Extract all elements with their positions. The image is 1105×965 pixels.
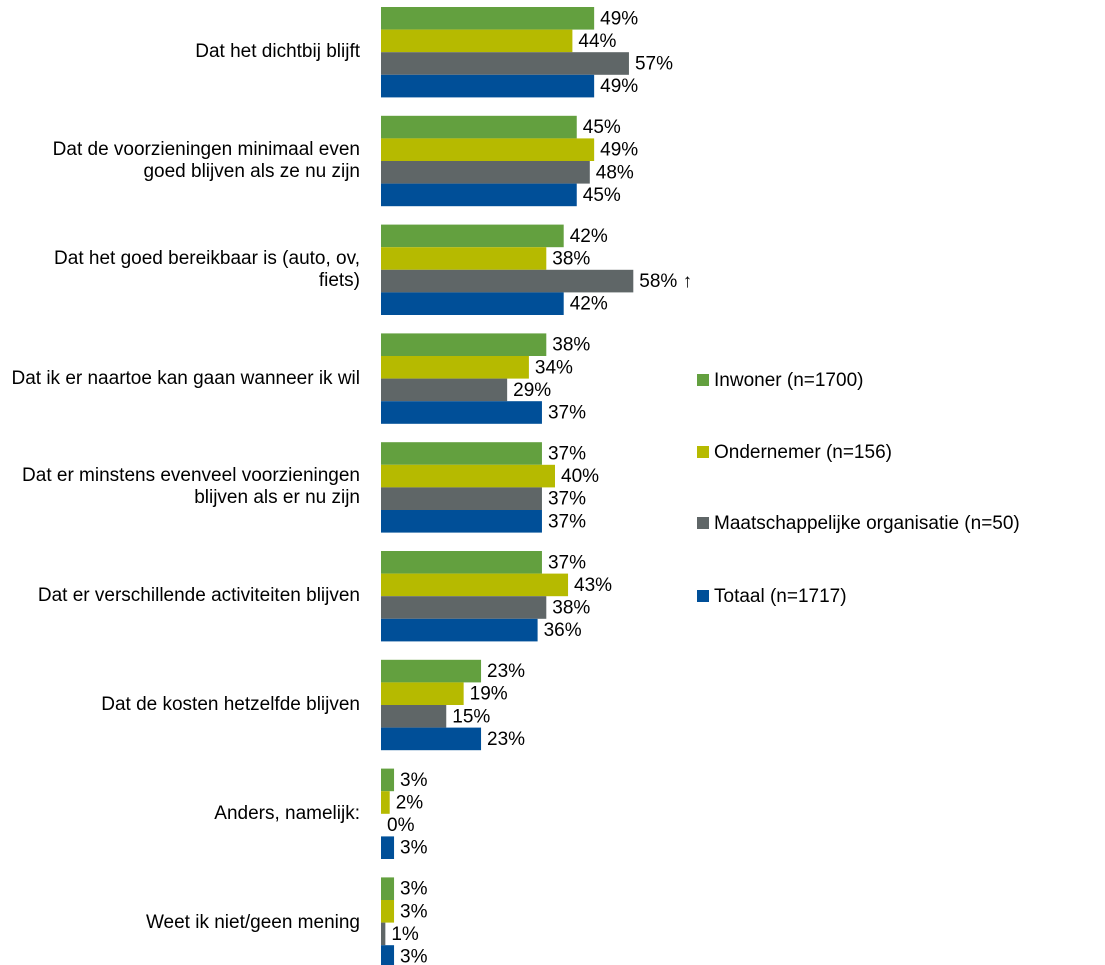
value-label: 49% xyxy=(600,140,638,161)
category-label: Dat het dichtbij blijft xyxy=(195,41,360,63)
legend-label: Totaal (n=1717) xyxy=(714,586,847,607)
bar xyxy=(381,659,482,683)
bar xyxy=(381,401,542,424)
value-label: 49% xyxy=(600,76,638,97)
value-label: 58% ↑ xyxy=(639,271,692,292)
value-label: 37% xyxy=(548,511,586,532)
bar xyxy=(381,487,542,510)
value-label: 36% xyxy=(544,620,582,641)
bar xyxy=(381,224,564,248)
bar xyxy=(381,333,547,356)
bar xyxy=(381,618,538,642)
legend-swatch xyxy=(697,517,709,529)
value-label: 37% xyxy=(548,444,586,465)
value-label: 29% xyxy=(513,380,551,401)
bar xyxy=(381,7,595,30)
bar xyxy=(381,922,386,946)
bar xyxy=(381,705,447,728)
value-label: 3% xyxy=(400,879,428,900)
bar xyxy=(381,900,395,923)
bar xyxy=(381,442,542,465)
bar xyxy=(381,29,573,53)
bar xyxy=(381,596,547,619)
category-label: Anders, namelijk: xyxy=(214,802,360,824)
bar xyxy=(381,356,529,379)
bar xyxy=(381,510,542,533)
bar xyxy=(381,464,555,488)
value-label: 3% xyxy=(400,770,428,791)
category-label: Dat er verschillende activiteiten blijve… xyxy=(37,585,360,607)
value-label: 42% xyxy=(570,294,608,315)
bar xyxy=(381,74,595,98)
bar xyxy=(381,292,564,315)
legend-swatch xyxy=(697,374,709,386)
value-label: 19% xyxy=(470,684,508,705)
value-label: 3% xyxy=(400,947,428,965)
bar xyxy=(381,573,569,597)
legend-label: Ondernemer (n=156) xyxy=(714,442,892,463)
bar xyxy=(381,269,634,293)
bar xyxy=(381,791,390,814)
value-label: 40% xyxy=(561,466,599,487)
bar xyxy=(381,836,395,859)
value-label: 23% xyxy=(487,729,525,750)
value-label: 38% xyxy=(552,598,590,619)
value-label: 38% xyxy=(552,249,590,270)
category-label: Dat er minstens evenveel voorzieningen b… xyxy=(22,465,360,509)
value-label: 57% xyxy=(635,54,673,75)
value-label: 37% xyxy=(548,552,586,573)
legend-label: Inwoner (n=1700) xyxy=(714,370,863,391)
category-label: Dat het goed bereikbaar is (auto, ov, fi… xyxy=(54,247,360,291)
value-label: 3% xyxy=(400,901,428,922)
value-label: 43% xyxy=(574,575,612,596)
legend-label: Maatschappelijke organisatie (n=50) xyxy=(714,513,1020,534)
value-label: 48% xyxy=(596,162,634,183)
value-label: 15% xyxy=(452,706,490,727)
value-label: 45% xyxy=(583,185,621,206)
bar xyxy=(381,551,542,574)
value-label: 0% xyxy=(387,815,415,836)
bar xyxy=(381,161,590,184)
category-label: Dat de voorzieningen minimaal even goed … xyxy=(52,139,360,182)
legend-swatch xyxy=(697,446,709,458)
bar xyxy=(381,727,482,751)
bar xyxy=(381,768,395,792)
value-label: 42% xyxy=(570,226,608,247)
value-label: 3% xyxy=(400,838,428,859)
bar xyxy=(381,682,464,705)
value-label: 49% xyxy=(600,8,638,29)
legend-swatch xyxy=(697,590,709,602)
bar xyxy=(381,138,595,161)
bar xyxy=(381,877,395,900)
bar xyxy=(381,52,629,75)
value-label: 37% xyxy=(548,489,586,510)
bar xyxy=(381,183,577,207)
value-label: 2% xyxy=(396,793,424,814)
bar xyxy=(381,247,547,270)
category-label: Weet ik niet/geen mening xyxy=(145,911,360,933)
value-label: 37% xyxy=(548,403,586,424)
value-label: 45% xyxy=(583,117,621,138)
value-label: 1% xyxy=(391,924,419,945)
bar xyxy=(381,945,395,965)
value-label: 34% xyxy=(535,357,573,378)
value-label: 44% xyxy=(578,31,616,52)
value-label: 23% xyxy=(487,661,525,682)
bar xyxy=(381,115,577,139)
bar xyxy=(381,378,508,402)
category-label: Dat de kosten hetzelfde blijven xyxy=(101,694,360,715)
category-label: Dat ik er naartoe kan gaan wanneer ik wi… xyxy=(11,367,360,389)
value-label: 38% xyxy=(552,335,590,356)
